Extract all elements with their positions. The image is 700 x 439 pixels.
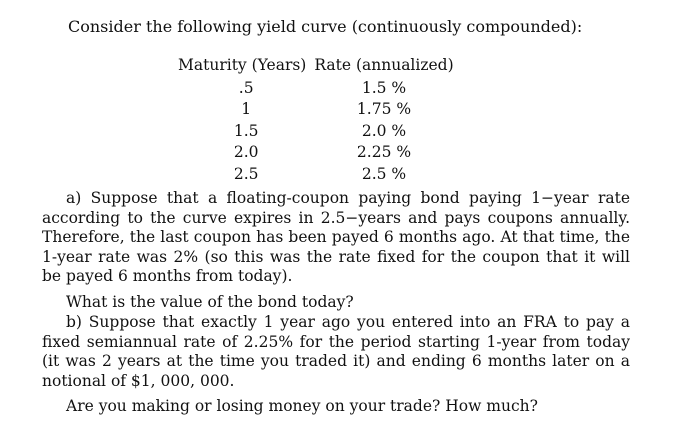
rate-header: Rate (annualized) [314, 56, 454, 74]
rate-cell: 2.0 % [361, 121, 407, 140]
table-header-row: Maturity (Years) Rate (annualized) [178, 55, 454, 78]
maturity-header: Maturity (Years) [178, 56, 307, 74]
maturity-cell: .5 [238, 79, 254, 97]
maturity-cell: 1.5 [233, 121, 259, 140]
part-a-question: What is the value of the bond today? [66, 293, 354, 311]
part-b-paragraph: b) Suppose that exactly 1 year ago you e… [42, 313, 630, 390]
rate-cell: 1.5 % [361, 79, 407, 97]
yield-curve-table: Maturity (Years) Rate (annualized) .5 1.… [178, 55, 454, 185]
rate-cell: 2.5 % [361, 164, 407, 183]
table-row: 2.5 2.5 % [178, 164, 454, 185]
part-a-paragraph: a) Suppose that a floating-coupon paying… [42, 189, 630, 286]
maturity-cell: 1 [241, 100, 252, 119]
table-row: 2.0 2.25 % [178, 142, 454, 163]
table-row: 1 1.75 % [178, 99, 454, 120]
maturity-cell: 2.0 [233, 143, 259, 162]
table-row: 1.5 2.0 % [178, 121, 454, 142]
rate-cell: 2.25 % [356, 143, 412, 162]
part-b-question: Are you making or losing money on your t… [66, 397, 538, 415]
intro-text: Consider the following yield curve (cont… [68, 17, 583, 36]
table-row: .5 1.5 % [178, 78, 454, 99]
rate-cell: 1.75 % [356, 100, 412, 119]
maturity-cell: 2.5 [233, 164, 259, 183]
